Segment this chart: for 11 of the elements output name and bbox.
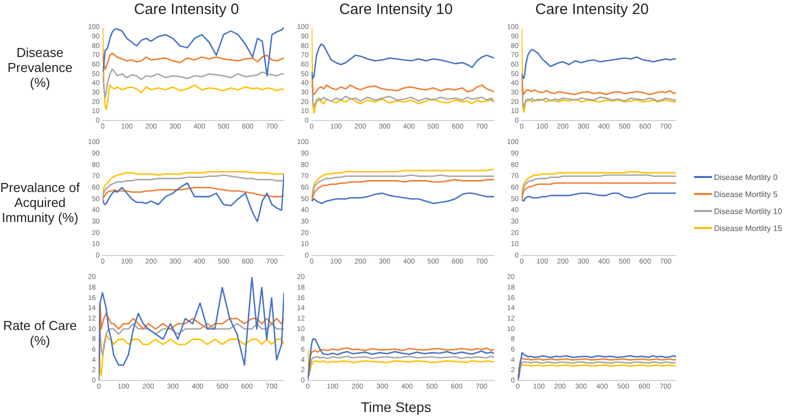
legend-label: Disease Mortlity 10 bbox=[714, 206, 782, 216]
legend-label: Disease Mortlity 0 bbox=[714, 172, 778, 182]
chart-title: Care Intensity 10 bbox=[338, 0, 454, 20]
legend-label: Disease Mortlity 5 bbox=[714, 190, 778, 198]
y-axis-title: Rate of Care (%) bbox=[2, 316, 78, 350]
y-axis-title: Disease Prevalence (%) bbox=[6, 44, 74, 92]
legend-label: Disease Mortlity 15 bbox=[714, 224, 782, 232]
chart-title: Care Intensity 0 bbox=[132, 0, 240, 20]
chart-title: Care Intensity 20 bbox=[534, 0, 650, 20]
y-axis-title: Prevalance of Acquired Immunity (%) bbox=[0, 179, 80, 227]
x-axis-title: Time Steps bbox=[360, 399, 432, 415]
